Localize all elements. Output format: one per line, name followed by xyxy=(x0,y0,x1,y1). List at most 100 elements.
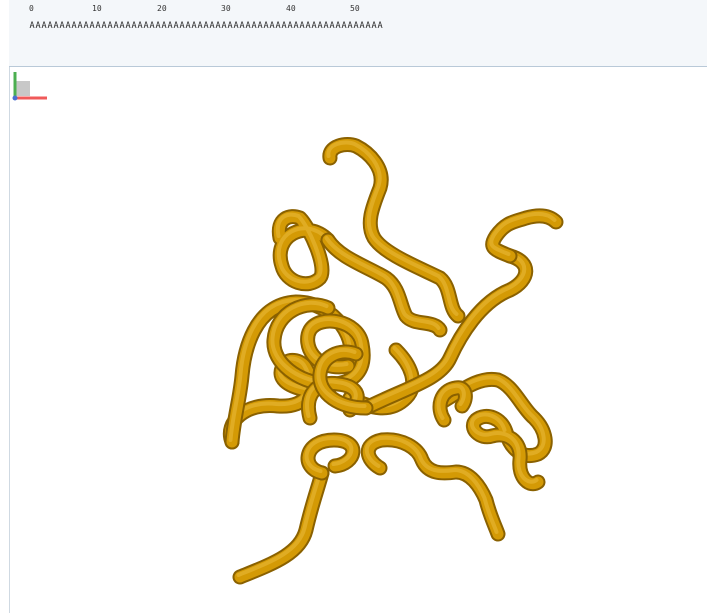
residue-30[interactable]: A xyxy=(203,21,209,31)
backbone-segment-17 xyxy=(314,346,372,414)
residue-25[interactable]: A xyxy=(173,21,179,31)
backbone-segment-8 xyxy=(322,234,446,336)
residue-2[interactable]: A xyxy=(35,21,41,31)
backbone-segment-3-highlight xyxy=(226,356,312,442)
residue-28[interactable]: A xyxy=(191,21,197,31)
backbone-segment-1 xyxy=(234,467,328,583)
residue-52[interactable]: A xyxy=(335,21,341,31)
residue-46[interactable]: A xyxy=(299,21,305,31)
backbone-segment-6 xyxy=(273,211,334,290)
residue-59[interactable]: A xyxy=(377,21,383,31)
residue-37[interactable]: A xyxy=(245,21,251,31)
backbone-segment-6-highlight xyxy=(275,212,329,284)
backbone-segment-15 xyxy=(362,434,504,540)
backbone-segment-12 xyxy=(487,210,562,262)
left-border xyxy=(9,0,10,613)
residue-10[interactable]: A xyxy=(83,21,89,31)
residue-32[interactable]: A xyxy=(215,21,221,31)
residue-7[interactable]: A xyxy=(65,21,71,31)
residue-15[interactable]: A xyxy=(113,21,119,31)
residue-40[interactable]: A xyxy=(263,21,269,31)
backbone-segment-5 xyxy=(268,299,369,390)
residue-49[interactable]: A xyxy=(317,21,323,31)
residue-12[interactable]: A xyxy=(95,21,101,31)
residue-5[interactable]: A xyxy=(53,21,59,31)
residue-45[interactable]: A xyxy=(293,21,299,31)
backbone-segment-11-highlight xyxy=(362,252,527,408)
residue-47[interactable]: A xyxy=(305,21,311,31)
backbone-segment-17-highlight xyxy=(316,348,367,408)
residue-53[interactable]: A xyxy=(341,21,347,31)
molecule-viewport[interactable] xyxy=(10,68,707,613)
axes-indicator-icon xyxy=(12,72,47,101)
residue-14[interactable]: A xyxy=(107,21,113,31)
backbone-segment-10-highlight xyxy=(305,379,358,418)
sequence-panel: 0 10 20 30 40 50 AAAAAAAAAAAAAAAAAAAAAAA… xyxy=(9,0,707,67)
residue-6[interactable]: A xyxy=(59,21,65,31)
residue-42[interactable]: A xyxy=(275,21,281,31)
residue-16[interactable]: A xyxy=(119,21,125,31)
residue-33[interactable]: A xyxy=(221,21,227,31)
residue-51[interactable]: A xyxy=(329,21,335,31)
residue-36[interactable]: A xyxy=(239,21,245,31)
residue-19[interactable]: A xyxy=(137,21,143,31)
residue-20[interactable]: A xyxy=(143,21,149,31)
ruler-tick-40: 40 xyxy=(286,4,296,13)
residue-38[interactable]: A xyxy=(251,21,257,31)
residue-57[interactable]: A xyxy=(365,21,371,31)
residue-11[interactable]: A xyxy=(89,21,95,31)
ruler-tick-10: 10 xyxy=(92,4,102,13)
residue-54[interactable]: A xyxy=(347,21,353,31)
backbone-segment-7 xyxy=(324,139,464,322)
backbone-segment-8-highlight xyxy=(324,236,441,330)
residue-8[interactable]: A xyxy=(71,21,77,31)
residue-55[interactable]: A xyxy=(353,21,359,31)
residue-27[interactable]: A xyxy=(185,21,191,31)
z-axis-marker xyxy=(15,81,30,96)
residue-41[interactable]: A xyxy=(269,21,275,31)
residue-24[interactable]: A xyxy=(167,21,173,31)
residue-1[interactable]: A xyxy=(29,21,35,31)
backbone-segment-7-highlight xyxy=(326,140,459,316)
backbone-segment-5-highlight xyxy=(270,300,364,385)
residue-17[interactable]: A xyxy=(125,21,131,31)
residue-35[interactable]: A xyxy=(233,21,239,31)
backbone-segment-14 xyxy=(467,411,544,490)
residue-29[interactable]: A xyxy=(197,21,203,31)
backbone-segment-3 xyxy=(224,355,317,448)
residue-26[interactable]: A xyxy=(179,21,185,31)
backbone-segment-12-highlight xyxy=(489,211,557,256)
residue-43[interactable]: A xyxy=(281,21,287,31)
residue-4[interactable]: A xyxy=(47,21,53,31)
sequence-residues[interactable]: AAAAAAAAAAAAAAAAAAAAAAAAAAAAAAAAAAAAAAAA… xyxy=(29,13,383,31)
backbone-segment-1-highlight xyxy=(236,469,323,577)
ruler-tick-30: 30 xyxy=(221,4,231,13)
residue-13[interactable]: A xyxy=(101,21,107,31)
ruler-tick-50: 50 xyxy=(350,4,360,13)
backbone-segment-2 xyxy=(302,434,359,479)
ruler-tick-0: 0 xyxy=(29,4,34,13)
residue-21[interactable]: A xyxy=(149,21,155,31)
residue-22[interactable]: A xyxy=(155,21,161,31)
residue-34[interactable]: A xyxy=(227,21,233,31)
backbone-segment-14-highlight xyxy=(469,412,539,484)
backbone-segment-16-highlight xyxy=(436,383,466,420)
protein-structure-render[interactable] xyxy=(10,68,707,613)
residue-18[interactable]: A xyxy=(131,21,137,31)
residue-44[interactable]: A xyxy=(287,21,293,31)
residue-23[interactable]: A xyxy=(161,21,167,31)
residue-31[interactable]: A xyxy=(209,21,215,31)
sequence-ruler: 0 10 20 30 40 50 xyxy=(29,4,409,16)
backbone-segment-16 xyxy=(434,382,471,426)
residue-9[interactable]: A xyxy=(77,21,83,31)
residue-50[interactable]: A xyxy=(323,21,329,31)
protein-backbone-tube xyxy=(222,137,564,585)
residue-48[interactable]: A xyxy=(311,21,317,31)
backbone-segment-2-highlight xyxy=(304,436,354,473)
residue-39[interactable]: A xyxy=(257,21,263,31)
residue-56[interactable]: A xyxy=(359,21,365,31)
ruler-tick-20: 20 xyxy=(157,4,167,13)
residue-58[interactable]: A xyxy=(371,21,377,31)
backbone-segment-11 xyxy=(360,250,532,414)
residue-3[interactable]: A xyxy=(41,21,47,31)
